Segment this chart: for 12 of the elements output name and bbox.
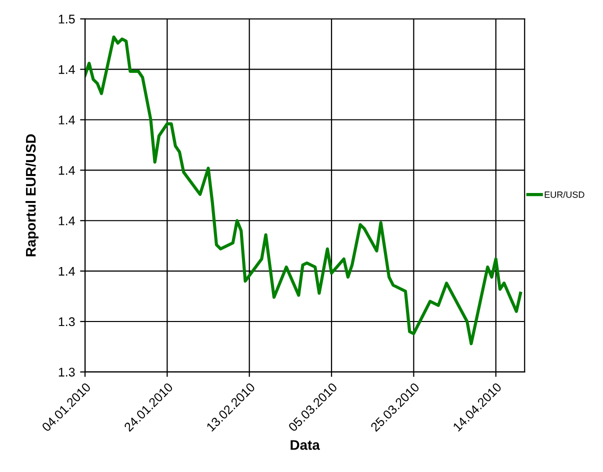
y-axis-title: Raportul EUR/USD: [26, 134, 38, 256]
legend-label: EUR/USD: [544, 191, 584, 198]
y-tick-label: 1.3: [58, 368, 75, 377]
y-tick-label: 1.3: [58, 317, 75, 326]
y-tick-label: 1.4: [58, 166, 75, 175]
line-series: [85, 36, 522, 346]
y-tick-label: 1.4: [58, 216, 75, 226]
y-tick-label: 1.5: [58, 14, 75, 24]
x-axis-title: Data: [290, 440, 320, 450]
y-tick-label: 1.4: [58, 65, 75, 74]
y-tick-label: 1.4: [58, 266, 75, 276]
y-tick-label: 1.4: [58, 116, 75, 124]
